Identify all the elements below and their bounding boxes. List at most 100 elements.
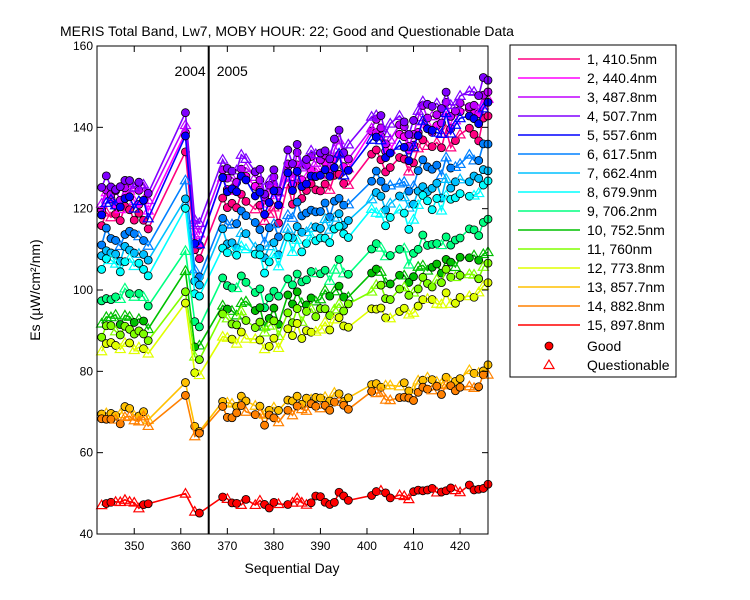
legend-entry: 6, 617.5nm (587, 146, 657, 162)
data-point-good (283, 274, 293, 284)
data-point-good (385, 251, 395, 260)
data-point-questionable (444, 127, 457, 138)
data-point-good (371, 166, 381, 176)
data-point-good (232, 250, 242, 260)
data-point-good (455, 374, 465, 384)
data-point-good (423, 196, 432, 206)
data-point-questionable (323, 183, 336, 194)
data-point-questionable (193, 216, 206, 228)
series-5 (97, 97, 493, 249)
data-point-good (404, 156, 414, 166)
data-point-good (446, 272, 456, 282)
data-point-questionable (402, 258, 415, 269)
plot-area (95, 73, 495, 518)
data-point-questionable (132, 415, 145, 426)
data-point-good (195, 280, 204, 290)
data-point-questionable (467, 189, 481, 200)
data-point-questionable (384, 197, 397, 208)
data-point-good (413, 166, 423, 176)
data-point-questionable (444, 141, 457, 152)
data-point-questionable (393, 177, 406, 188)
data-point-good (143, 188, 153, 198)
data-point-questionable (449, 160, 462, 171)
data-point-questionable (109, 325, 122, 336)
legend-entry: 14, 882.8nm (587, 298, 665, 314)
data-point-questionable (142, 239, 155, 250)
data-point-good (125, 176, 134, 185)
data-point-questionable (407, 213, 420, 224)
data-point-good (441, 87, 451, 97)
data-point-good (115, 267, 125, 277)
data-point-good (334, 125, 344, 135)
data-point-good (195, 428, 204, 438)
data-point-questionable (328, 285, 341, 296)
data-point-good (455, 270, 465, 280)
data-point-questionable (123, 310, 136, 321)
data-point-good (339, 306, 349, 316)
data-point-good (404, 130, 414, 139)
data-point-questionable (216, 153, 229, 164)
x-tick-label: 370 (217, 539, 237, 553)
data-point-questionable (95, 345, 108, 356)
data-point-good (283, 324, 293, 334)
data-point-good (455, 233, 465, 243)
legend-entry: 8, 679.9nm (587, 184, 657, 200)
data-point-questionable (132, 229, 145, 241)
data-point-good (446, 183, 456, 193)
data-point-good (274, 200, 283, 210)
data-point-good (399, 303, 409, 313)
data-point-questionable (370, 386, 383, 398)
data-point-good (292, 269, 302, 279)
data-point-good (139, 195, 148, 205)
data-point-questionable (454, 485, 467, 497)
data-point-good (371, 145, 381, 155)
data-point-questionable (454, 89, 467, 100)
data-point-good (97, 264, 107, 274)
data-point-questionable (291, 492, 304, 503)
data-point-good (399, 208, 409, 218)
data-point-questionable (253, 407, 266, 418)
data-point-good (329, 498, 339, 507)
data-point-good (139, 316, 148, 326)
data-point-questionable (332, 297, 346, 308)
data-point-questionable (412, 198, 425, 209)
legend: 1, 410.5nm 2, 440.4nm 3, 487.8nm 4, 507.7nm… (509, 44, 677, 378)
legend-entry: 3, 487.8nm (587, 89, 657, 105)
data-point-good (371, 132, 381, 142)
data-point-good (376, 280, 386, 290)
data-point-good (255, 317, 265, 327)
data-point-questionable (374, 241, 387, 252)
data-point-good (241, 196, 251, 206)
data-point-questionable (309, 295, 322, 306)
data-point-good (241, 316, 251, 325)
data-point-questionable (449, 118, 462, 129)
data-point-questionable (454, 157, 467, 169)
data-point-questionable (128, 496, 141, 507)
data-point-questionable (230, 281, 243, 293)
data-point-good (409, 116, 418, 125)
data-point-good (241, 211, 251, 221)
data-point-questionable (467, 85, 481, 96)
data-point-questionable (272, 415, 285, 427)
data-point-good (334, 221, 344, 231)
data-point-good (343, 233, 353, 242)
data-point-questionable (398, 269, 411, 280)
data-point-good (376, 176, 386, 186)
data-point-good (292, 166, 302, 176)
data-point-good (236, 271, 246, 281)
data-point-good (385, 493, 395, 503)
chart-title: MERIS Total Band, Lw7, MOBY HOUR: 22; Go… (60, 23, 514, 39)
data-point-good (269, 303, 279, 313)
data-point-questionable (281, 222, 294, 233)
data-point-good (255, 401, 265, 411)
data-point-questionable (137, 410, 150, 421)
x-tick-label: 420 (450, 539, 470, 553)
data-point-good (343, 299, 353, 309)
data-point-questionable (412, 104, 425, 115)
data-point-good (316, 207, 325, 216)
data-point-questionable (323, 274, 336, 285)
data-point-questionable (435, 168, 448, 180)
data-point-questionable (407, 141, 420, 152)
data-point-questionable (440, 106, 453, 118)
